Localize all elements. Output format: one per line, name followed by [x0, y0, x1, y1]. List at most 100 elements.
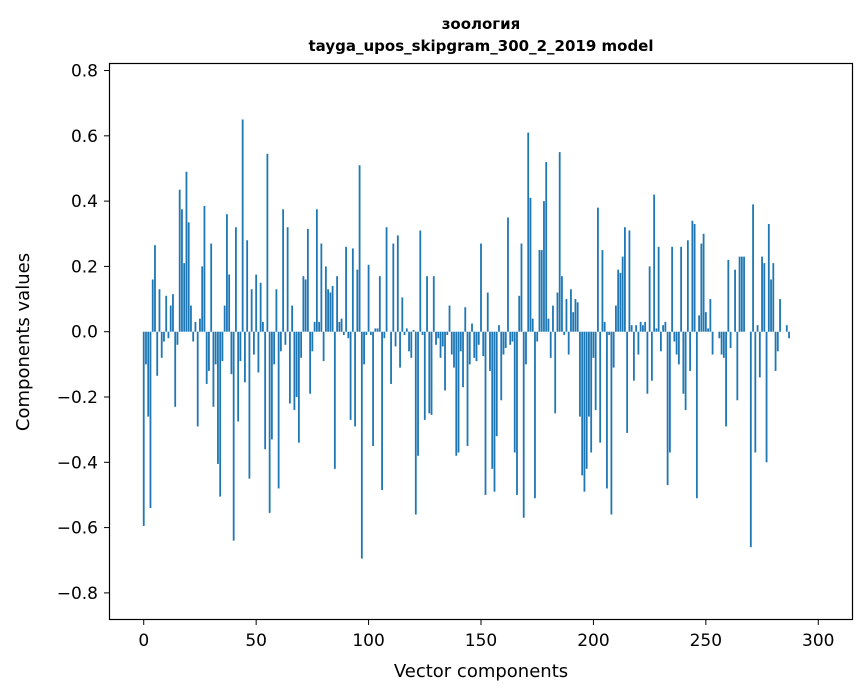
bar-1 [145, 331, 147, 365]
bar-138 [453, 331, 455, 368]
bar-5 [154, 245, 156, 332]
y-tick-label: −0.4 [57, 453, 98, 473]
bar-173 [531, 318, 534, 332]
bar-15 [176, 331, 179, 345]
bar-25 [199, 318, 201, 332]
bar-98 [363, 331, 365, 365]
bar-225 [648, 266, 651, 332]
bar-131 [437, 331, 440, 339]
bar-154 [489, 331, 491, 371]
bar-145 [468, 331, 471, 365]
bar-252 [709, 299, 712, 332]
bar-37 [226, 214, 228, 332]
bar-212 [619, 272, 622, 332]
bar-224 [646, 331, 649, 394]
bar-246 [695, 331, 698, 499]
bar-182 [552, 305, 554, 332]
bar-4 [151, 279, 154, 332]
bar-51 [257, 331, 260, 373]
bar-208 [610, 331, 613, 515]
bar-92 [349, 331, 352, 420]
bar-166 [516, 331, 518, 495]
bar-60 [277, 331, 280, 489]
bar-278 [767, 223, 770, 332]
y-tick-label: −0.6 [57, 519, 98, 539]
bar-178 [543, 201, 545, 332]
bar-118 [408, 331, 410, 352]
bar-192 [574, 299, 577, 332]
bar-211 [617, 269, 620, 332]
bar-244 [691, 220, 694, 332]
bar-261 [729, 331, 732, 349]
bar-104 [376, 328, 379, 332]
x-tick-label: 0 [138, 631, 149, 651]
bar-26 [201, 266, 204, 332]
bar-148 [475, 331, 478, 362]
bar-155 [491, 331, 494, 469]
bar-38 [228, 274, 231, 332]
bar-170 [525, 331, 527, 365]
y-tick-label: −0.8 [57, 584, 98, 604]
x-tick-label: 100 [352, 631, 384, 651]
y-tick-label: 0.4 [71, 192, 98, 212]
bar-222 [641, 325, 644, 332]
bar-0 [142, 331, 145, 526]
bar-61 [279, 331, 282, 352]
bar-110 [390, 331, 392, 384]
bar-196 [583, 331, 586, 492]
bar-144 [466, 331, 469, 446]
bar-46 [246, 240, 249, 332]
bar-77 [315, 209, 318, 332]
bar-249 [702, 233, 705, 332]
bar-6 [156, 331, 159, 376]
bar-272 [754, 331, 757, 453]
bar-73 [306, 228, 309, 332]
bar-203 [599, 331, 602, 443]
bar-195 [581, 331, 584, 476]
bar-274 [758, 331, 761, 378]
bar-83 [329, 292, 332, 332]
bar-113 [396, 235, 399, 332]
bar-90 [345, 246, 347, 332]
bar-200 [592, 331, 595, 358]
bar-207 [608, 331, 611, 335]
bar-40 [232, 331, 235, 541]
bar-49 [253, 331, 255, 355]
bar-119 [410, 331, 413, 358]
bar-259 [725, 331, 727, 427]
bar-22 [192, 331, 195, 342]
x-tick-label: 200 [577, 631, 609, 651]
bar-228 [655, 328, 658, 332]
bar-283 [779, 299, 781, 332]
bar-210 [615, 305, 617, 332]
bar-36 [223, 305, 226, 332]
bar-127 [428, 331, 431, 414]
bar-54 [264, 331, 267, 450]
bar-7 [158, 289, 161, 332]
bar-223 [644, 321, 647, 332]
bar-150 [480, 243, 482, 332]
bar-157 [495, 331, 498, 437]
bar-97 [360, 331, 363, 559]
bar-44 [241, 119, 244, 332]
bar-121 [414, 331, 417, 515]
bar-17 [181, 209, 183, 332]
bar-39 [230, 331, 233, 375]
y-axis-label: Components values [13, 253, 34, 431]
bar-28 [205, 331, 208, 384]
bar-174 [534, 331, 536, 499]
bar-76 [313, 321, 316, 332]
bar-10 [165, 295, 168, 332]
x-tick-label: 50 [245, 631, 267, 651]
bar-233 [666, 331, 669, 486]
bar-237 [675, 331, 678, 355]
bar-276 [763, 263, 766, 332]
y-tick-label: 0.2 [71, 257, 98, 277]
bar-172 [529, 197, 532, 332]
bar-205 [603, 321, 606, 332]
bar-67 [293, 331, 296, 411]
bar-188 [565, 299, 568, 332]
bar-238 [677, 331, 680, 365]
bar-78 [318, 321, 321, 332]
